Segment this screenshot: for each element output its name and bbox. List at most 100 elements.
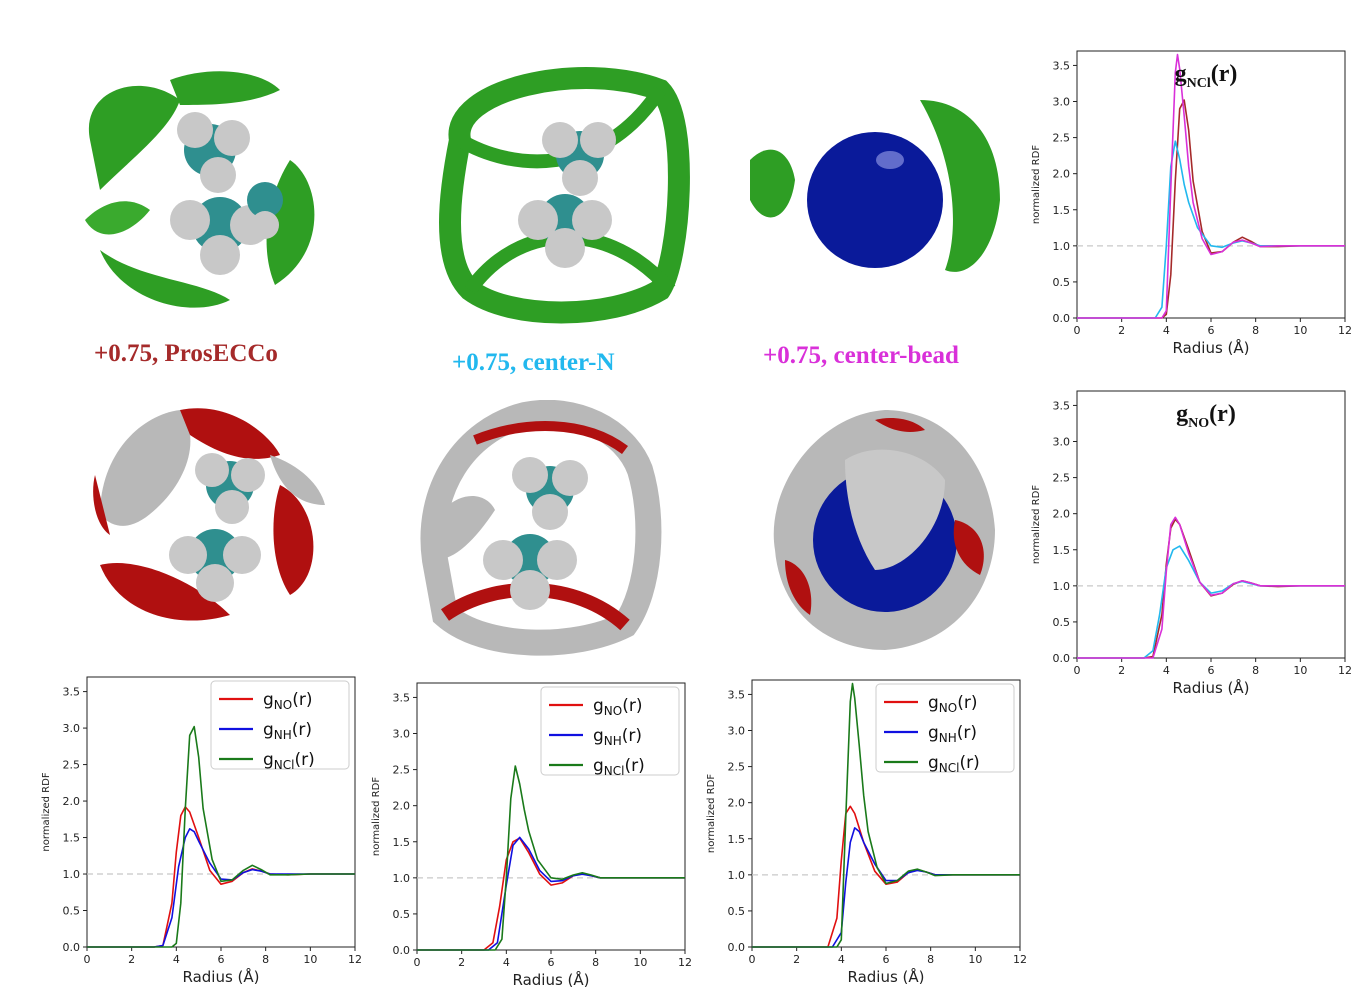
x-tick-label: 12 <box>348 953 362 966</box>
x-tick-label: 8 <box>1252 324 1259 337</box>
x-tick-label: 6 <box>1208 324 1215 337</box>
y-tick-label: 3.5 <box>1053 59 1071 72</box>
x-tick-label: 4 <box>503 956 510 969</box>
legend-label-tail: (r) <box>960 753 980 773</box>
legend-label-sub: NO <box>274 698 292 712</box>
y-tick-label: 1.0 <box>1053 580 1071 593</box>
scene-center-n-green <box>439 67 690 324</box>
legend-box <box>875 683 1015 773</box>
y-tick-label: 1.5 <box>63 832 81 845</box>
blue-bead-red-silver-isosurface-icon <box>773 410 995 650</box>
x-tick-label: 10 <box>1293 664 1307 677</box>
y-tick-label: 0.5 <box>393 908 411 921</box>
legend-label: gNCl(r) <box>593 756 645 778</box>
x-tick-label: 8 <box>927 953 934 966</box>
x-tick-label: 4 <box>1163 324 1170 337</box>
legend-label-tail: (r) <box>292 720 312 740</box>
y-tick-label: 1.5 <box>393 836 411 849</box>
x-tick-label: 6 <box>1208 664 1215 677</box>
y-tick-label: 1.0 <box>63 868 81 881</box>
y-tick-label: 2.5 <box>63 759 81 772</box>
caption-prosecco: +0.75, ProsECCo <box>94 340 278 367</box>
y-tick-label: 2.0 <box>63 795 81 808</box>
legend-label-sub: NCl <box>939 761 960 775</box>
legend-label-sub: NO <box>604 704 622 718</box>
legend-label-main: g <box>263 720 274 740</box>
chart-ncl-comparison: 0 2 4 6 8 10 12 0.0 0.5 1.0 1.5 2.0 2.5 3.0 3.5 Radius … <box>1031 50 1352 357</box>
y-axis-label: normalized RDF <box>1031 485 1042 564</box>
legend-label: gNCl(r) <box>928 753 980 775</box>
series-line-2 <box>87 725 355 948</box>
legend-box <box>540 686 680 776</box>
x-tick-label: 6 <box>883 953 890 966</box>
legend-label-main: g <box>593 696 604 716</box>
legend-label-tail: (r) <box>957 693 977 713</box>
x-tick-label: 6 <box>218 953 225 966</box>
tetramethylammonium-red-silver-cage-icon <box>420 400 662 656</box>
y-tick-label: 3.0 <box>1053 96 1071 109</box>
x-tick-label: 12 <box>1013 953 1027 966</box>
x-tick-label: 0 <box>1074 324 1081 337</box>
x-tick-label: 0 <box>749 953 756 966</box>
legend-label-sub: NH <box>604 734 622 748</box>
y-tick-label: 2.5 <box>393 764 411 777</box>
legend-label-main: g <box>928 693 939 713</box>
legend-label-main: g <box>593 726 604 746</box>
y-tick-label: 3.5 <box>1053 399 1071 412</box>
legend-label: gNH(r) <box>593 726 642 748</box>
y-tick-label: 2.5 <box>1053 132 1071 145</box>
plot-area <box>1076 50 1346 319</box>
legend-label: gNO(r) <box>263 690 312 712</box>
legend-label-main: g <box>263 690 274 710</box>
x-tick-label: 0 <box>414 956 421 969</box>
legend-label: gNO(r) <box>928 693 977 715</box>
y-tick-label: 0.0 <box>1053 652 1071 665</box>
x-axis-label: Radius (Å) <box>1172 338 1249 357</box>
x-tick-label: 4 <box>1163 664 1170 677</box>
scene-prosecco-green <box>85 71 315 308</box>
legend-label: gNO(r) <box>593 696 642 718</box>
y-tick-label: 1.5 <box>1053 544 1071 557</box>
legend-label-sub: NCl <box>604 764 625 778</box>
y-tick-label: 0.0 <box>393 944 411 957</box>
y-axis-label: normalized RDF <box>706 774 717 853</box>
y-tick-label: 1.0 <box>393 872 411 885</box>
y-tick-label: 3.0 <box>63 722 81 735</box>
tetramethylammonium-green-isosurface-icon <box>85 71 315 308</box>
legend-label-main: g <box>263 750 274 770</box>
legend-label-main: g <box>928 723 939 743</box>
scene-center-bead-red-silver <box>773 410 995 650</box>
chart-title: gNCl(r) <box>1175 61 1238 91</box>
legend-label: gNCl(r) <box>263 750 315 772</box>
y-axis-label: normalized RDF <box>371 777 382 856</box>
chart-title-sub: NCl <box>1187 76 1211 91</box>
y-tick-label: 3.0 <box>1053 436 1071 449</box>
tetramethylammonium-green-cage-icon <box>439 67 690 324</box>
chart-title: gNO(r) <box>1176 401 1236 431</box>
y-tick-label: 2.5 <box>1053 472 1071 485</box>
chart-prosecco-rdf: 0 2 4 6 8 10 12 0.0 0.5 1.0 1.5 2.0 2.5 3.0 3.5 Radius … <box>41 676 362 986</box>
legend-label-main: g <box>928 753 939 773</box>
scene-prosecco-red-silver <box>93 408 325 621</box>
chart-title-main: g <box>1175 61 1187 87</box>
x-tick-label: 0 <box>1074 664 1081 677</box>
chart-no-comparison: 0 2 4 6 8 10 12 0.0 0.5 1.0 1.5 2.0 2.5 3.0 3.5 Radius … <box>1031 390 1352 697</box>
legend-label-sub: NH <box>939 731 957 745</box>
chart-title-main: g <box>1176 401 1188 427</box>
legend-label: gNH(r) <box>928 723 977 745</box>
x-tick-label: 2 <box>128 953 135 966</box>
y-tick-label: 3.5 <box>63 686 81 699</box>
y-tick-label: 0.5 <box>1053 276 1071 289</box>
x-axis-label: Radius (Å) <box>1172 678 1249 697</box>
x-axis-label: Radius (Å) <box>182 967 259 986</box>
y-tick-label: 0.0 <box>63 941 81 954</box>
series-line-2 <box>1077 516 1345 659</box>
x-tick-label: 12 <box>678 956 692 969</box>
x-tick-label: 4 <box>838 953 845 966</box>
series-line-2 <box>417 765 685 951</box>
legend-label-tail: (r) <box>295 750 315 770</box>
chart-title-sub: NO <box>1188 416 1209 431</box>
legend-label-tail: (r) <box>292 690 312 710</box>
y-tick-label: 2.0 <box>393 800 411 813</box>
chart-title-tail: (r) <box>1211 61 1238 87</box>
